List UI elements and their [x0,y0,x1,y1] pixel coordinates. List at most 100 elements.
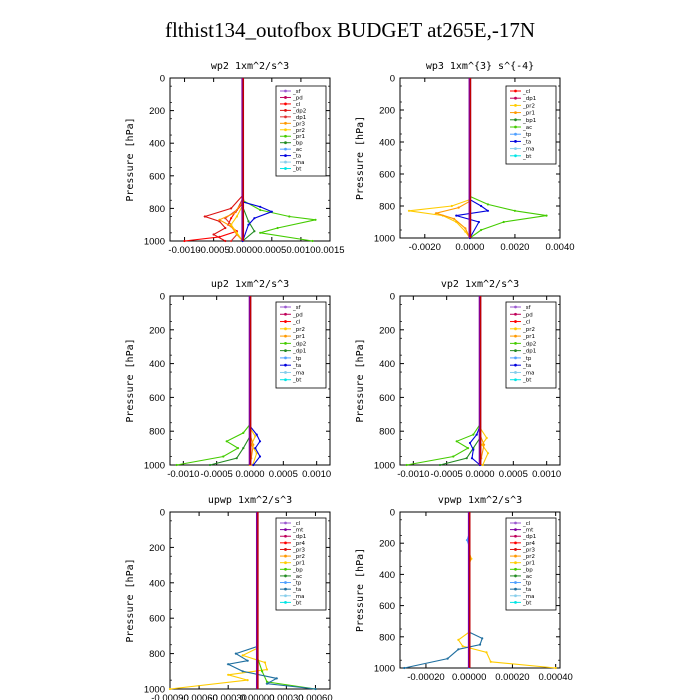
x-tick-label: 0.00020 [495,672,529,683]
data-point [225,440,228,443]
data-point [230,239,233,243]
legend-label: _pr3 [522,547,536,553]
data-point [457,638,460,642]
legend-label: _pr3 [292,547,306,553]
legend-label: _bp [292,567,303,573]
series-line-ta [404,512,483,669]
legend-label: _tp [522,132,532,138]
legend-marker [514,111,517,114]
x-tick-label: 0.0010 [286,245,315,256]
data-point [168,687,172,691]
y-tick-label: 1000 [144,685,165,696]
data-point [468,441,472,445]
data-point [255,433,258,436]
legend-label: _bt [292,600,302,606]
x-tick-label: -0.0005 [198,245,230,256]
y-tick-label: 800 [149,204,165,215]
series-line-pr3 [218,78,244,242]
legend-marker [284,108,287,112]
legend-label: _cl [522,89,531,95]
data-point [235,231,238,234]
legend-label: _dp1 [522,534,536,540]
data-point [455,440,458,443]
x-tick-label: 0.00000 [452,672,486,683]
data-point [485,436,488,440]
legend-label: _bt [292,167,302,173]
data-point [259,205,262,208]
data-point [464,227,467,230]
data-point [502,220,505,224]
legend-label: _tp [292,581,302,587]
y-tick-label: 200 [379,539,395,550]
legend-marker [284,102,287,106]
legend-label: _bp [522,567,533,573]
y-tick-label: 0 [390,292,395,303]
legend-label: _ac [522,125,532,131]
y-tick-label: 800 [379,427,395,438]
data-point [183,239,186,243]
legend-marker [514,528,517,532]
series-line-ta [456,78,490,239]
legend-label: _bt [522,378,532,384]
legend-label: _ac [522,574,532,580]
plot-frame [399,77,561,239]
data-point [472,448,475,451]
data-point [230,223,233,226]
legend-marker [514,89,517,93]
legend-label: _bt [292,378,302,384]
legend-marker [514,320,517,323]
data-point [230,207,233,210]
legend-label: _bt [522,600,532,606]
data-point [242,447,245,450]
series-line-pr1 [169,512,268,690]
legend-label: _ac [292,147,302,153]
series-line-pr2 [408,78,471,239]
x-tick-label: 0.0000 [228,245,257,256]
data-point [276,226,279,230]
data-point [227,663,230,666]
legend-marker [514,147,517,151]
legend-label: _pr4 [522,541,536,547]
legend-marker [514,554,517,558]
legend-label: _pr1 [522,561,535,567]
data-point [252,463,255,467]
panel-6: vpwp 1xm^2/s^3 0 200 400 600 800 1000 Pressure … [355,495,573,683]
legend-marker [514,378,517,382]
legend-marker [284,548,287,551]
legend-marker [514,521,517,525]
legend: _sf_pd_cl_dp2_dp1_pr3_pr2_pr1_bp_ac_ta_m… [275,85,327,177]
y-tick-label: 0 [160,74,165,85]
legend-marker [514,341,517,345]
legend-label: _pr2 [292,327,305,333]
legend-label: _dp2 [522,341,536,347]
plot-frame [169,77,331,242]
y-axis-label: Pressure [hPa] [125,558,136,642]
legend-marker [284,574,287,578]
y-tick-label: 400 [379,359,395,370]
panel-3: up2 1xm^2/s^3 0 200 400 600 800 1000 Pressure [… [125,279,331,480]
x-tick-label: 0.0000 [465,469,494,480]
x-tick-label: -0.0005 [431,469,463,480]
legend-label: _sf [522,305,532,311]
y-tick-label: 200 [379,106,395,117]
legend-label: _ta [292,363,301,369]
legend-label: _tp [522,356,532,362]
legend-marker [514,371,517,374]
legend-label: _tp [292,356,302,362]
data-point [259,231,262,234]
data-point [265,682,269,685]
y-tick-label: 0 [390,508,395,519]
legend-marker [514,594,517,598]
legend-label: _pd [522,312,533,318]
legend-marker [514,125,517,129]
legend-marker [514,561,517,565]
legend-marker [514,104,517,107]
legend-label: _ma [292,370,304,376]
y-tick-label: 0 [160,508,165,519]
x-tick-label: 0.0000 [455,242,484,253]
legend-label: _ta [522,587,531,593]
data-point [513,209,517,212]
data-point [438,463,442,467]
x-tick-label: 0.0010 [532,469,561,480]
data-point [224,239,227,243]
